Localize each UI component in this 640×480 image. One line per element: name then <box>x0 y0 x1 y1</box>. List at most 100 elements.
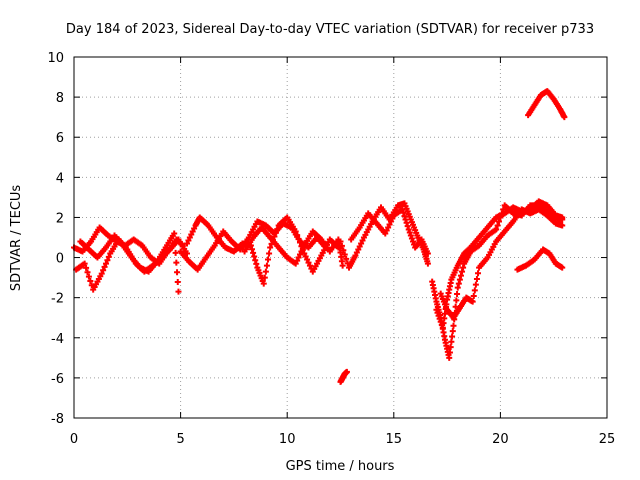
data-point <box>174 278 181 285</box>
data-point <box>457 272 464 279</box>
data-point <box>305 259 312 266</box>
data-point <box>495 218 502 225</box>
data-point <box>173 259 180 266</box>
data-point <box>387 218 394 225</box>
data-point <box>353 249 360 256</box>
data-point <box>262 268 269 275</box>
data-point <box>274 226 281 233</box>
data-point <box>191 225 198 232</box>
data-point <box>81 260 88 267</box>
data-point <box>404 223 411 230</box>
data-point <box>188 231 195 238</box>
data-point <box>263 262 270 269</box>
y-tick-label: -4 <box>51 332 64 347</box>
data-point <box>338 242 345 249</box>
data-point <box>559 222 566 229</box>
y-tick-label: 6 <box>56 131 64 146</box>
data-point <box>559 214 566 221</box>
data-point <box>250 249 257 256</box>
y-tick-label: 8 <box>56 91 64 106</box>
data-point <box>561 114 568 121</box>
data-point <box>104 257 111 264</box>
data-point <box>450 322 457 329</box>
data-point <box>449 333 456 340</box>
data-point <box>292 228 299 235</box>
x-axis-label: GPS time / hours <box>286 459 395 474</box>
data-point <box>298 248 305 255</box>
data-point <box>355 246 362 253</box>
y-tick-label: 0 <box>56 252 64 267</box>
series-arc-c <box>77 230 182 295</box>
data-point <box>472 281 479 288</box>
data-point <box>175 288 182 295</box>
data-point <box>383 227 390 234</box>
data-point <box>447 344 454 351</box>
data-point <box>400 209 407 216</box>
data-point <box>98 270 105 277</box>
data-point <box>186 234 193 241</box>
data-point <box>401 213 408 220</box>
data-point <box>294 257 301 264</box>
data-point <box>475 270 482 277</box>
x-tick-label: 20 <box>492 432 509 447</box>
data-point <box>174 269 181 276</box>
data-point <box>356 243 363 250</box>
data-point <box>433 306 440 313</box>
data-point <box>409 238 416 245</box>
data-point <box>304 256 311 263</box>
data-point <box>343 368 350 375</box>
data-point <box>389 215 396 222</box>
data-point <box>302 253 309 260</box>
data-point <box>189 228 196 235</box>
data-point <box>405 226 412 233</box>
data-point <box>408 235 415 242</box>
data-point <box>87 277 94 284</box>
x-tick-label: 25 <box>599 432 616 447</box>
data-point <box>341 251 348 258</box>
data-point <box>253 260 260 267</box>
data-point <box>460 264 467 271</box>
y-axis-ticks: -8 -6 -4 -2 0 2 4 6 8 10 <box>47 51 607 427</box>
data-point <box>85 273 92 280</box>
y-tick-label: 4 <box>56 171 64 186</box>
data-point <box>251 253 258 260</box>
data-point <box>454 290 461 297</box>
y-tick-label: -6 <box>51 372 64 387</box>
data-point <box>559 264 566 271</box>
data-point <box>358 240 365 247</box>
series-arc-m <box>525 88 568 121</box>
data-point <box>382 230 389 237</box>
data-point <box>265 256 272 263</box>
plot-frame <box>73 56 608 419</box>
data-point <box>435 312 442 319</box>
data-point <box>171 230 178 237</box>
data-point <box>260 280 267 287</box>
data-point <box>403 219 410 226</box>
data-point <box>406 229 413 236</box>
data-point <box>105 253 112 260</box>
data-point <box>352 252 359 259</box>
data-point <box>459 268 466 275</box>
y-tick-label: 2 <box>56 211 64 226</box>
data-point <box>249 246 256 253</box>
series-arc-k <box>437 206 566 321</box>
data-point <box>272 229 279 236</box>
data-point <box>385 224 392 231</box>
series-arc-g <box>337 200 431 271</box>
data-point <box>83 264 90 271</box>
data-point <box>455 280 462 287</box>
data-point <box>267 244 274 251</box>
data-point <box>453 297 460 304</box>
data-point <box>446 349 453 356</box>
data-point <box>386 221 393 228</box>
data-point <box>448 338 455 345</box>
data-point <box>337 238 344 245</box>
data-points <box>71 88 568 385</box>
data-point <box>172 249 179 256</box>
data-point <box>295 235 302 242</box>
data-point <box>424 260 431 267</box>
data-point <box>295 254 302 261</box>
data-point <box>296 239 303 246</box>
data-point <box>399 206 406 213</box>
series-arc-f <box>241 224 346 269</box>
